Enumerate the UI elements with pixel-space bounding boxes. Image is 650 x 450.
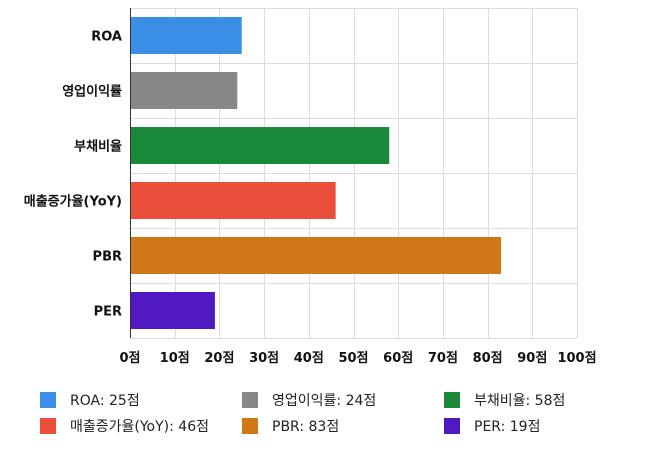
legend-swatch bbox=[242, 392, 258, 408]
legend-item: 부채비율: 58점 bbox=[444, 390, 640, 410]
bar bbox=[130, 292, 215, 329]
legend-label: PER: 19점 bbox=[474, 419, 541, 435]
legend-swatch bbox=[242, 418, 258, 434]
legend-item: PER: 19점 bbox=[444, 416, 640, 436]
bar bbox=[130, 127, 390, 164]
legend-item: 매출증가율(YoY): 46점 bbox=[40, 416, 242, 436]
legend-label: PBR: 83점 bbox=[272, 419, 340, 435]
legend-item: ROA: 25점 bbox=[40, 390, 242, 410]
legend-label: 부채비율: 58점 bbox=[474, 393, 566, 409]
legend-swatch bbox=[444, 392, 460, 408]
bar bbox=[130, 182, 336, 219]
category-label: 영업이익률 bbox=[62, 84, 122, 100]
legend-item: PBR: 83점 bbox=[242, 416, 444, 436]
bar bbox=[130, 17, 242, 54]
x-tick-label: 70점 bbox=[428, 351, 458, 366]
x-tick-label: 30점 bbox=[249, 351, 279, 366]
category-label: 부채비율 bbox=[74, 139, 122, 155]
bar bbox=[130, 72, 238, 109]
category-label: 매출증가율(YoY) bbox=[24, 194, 122, 210]
x-tick-label: 90점 bbox=[517, 351, 547, 366]
legend-label: 영업이익률: 24점 bbox=[272, 393, 377, 409]
legend-swatch bbox=[444, 418, 460, 434]
category-label: PBR bbox=[93, 250, 122, 265]
x-tick-label: 40점 bbox=[294, 351, 324, 366]
legend-item: 영업이익률: 24점 bbox=[242, 390, 444, 410]
x-tick-label: 50점 bbox=[338, 351, 368, 366]
legend-label: 매출증가율(YoY): 46점 bbox=[70, 419, 209, 435]
x-tick-label: 20점 bbox=[204, 351, 234, 366]
x-tick-label: 10점 bbox=[160, 351, 190, 366]
x-tick-label: 80점 bbox=[473, 351, 503, 366]
bar bbox=[130, 237, 502, 274]
category-label: PER bbox=[94, 305, 122, 320]
x-tick-label: 0점 bbox=[119, 351, 140, 366]
category-label: ROA bbox=[91, 30, 122, 45]
legend-swatch bbox=[40, 392, 56, 408]
legend-label: ROA: 25점 bbox=[70, 393, 140, 409]
legend-swatch bbox=[40, 418, 56, 434]
x-tick-label: 100점 bbox=[557, 351, 596, 366]
x-tick-label: 60점 bbox=[383, 351, 413, 366]
